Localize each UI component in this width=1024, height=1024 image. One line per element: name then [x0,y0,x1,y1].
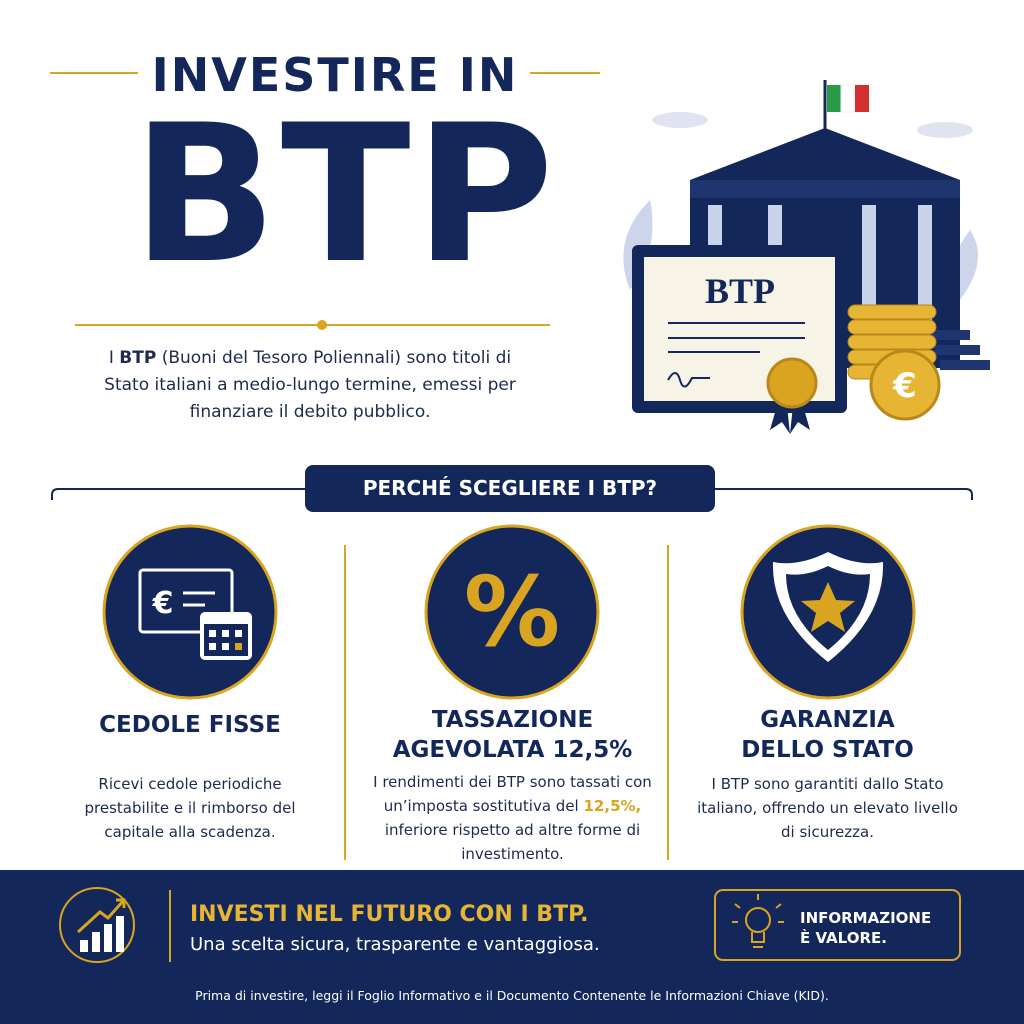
footer-subtitle: Una scelta sicura, trasparente e vantagg… [190,934,600,955]
title-rules [50,72,600,326]
feature-text: I rendimenti dei BTP sono tassati con un… [370,770,655,866]
feature-title: GARANZIA DELLO STATO [741,707,914,763]
intro-strong: BTP [119,348,157,368]
column-separators [344,545,669,860]
seal [766,357,818,409]
dot [317,320,327,330]
bulb-icon [732,894,784,948]
card [138,568,234,634]
coin [869,349,941,421]
calendar-day [235,643,242,650]
title: BTP [132,84,558,305]
coin-symbol: € [892,366,917,406]
text-highlight: 12,5%, [583,797,642,815]
star [801,582,855,632]
flag [855,85,869,112]
calendar-days [209,630,242,650]
certificate-lines [668,322,805,353]
intro-prefix: I [108,348,114,368]
feature-title: TASSAZIONE AGEVOLATA 12,5% [392,707,633,763]
icon-circle [102,524,278,700]
signature [667,372,710,388]
feature-title: CEDOLE FISSE [99,712,281,738]
text-after: inferiore rispetto ad altre forme di inv… [384,821,641,863]
entablature [690,180,960,198]
text-before: I rendimenti dei BTP sono tassati con un… [373,773,652,815]
kicker: INVESTIRE IN [151,48,519,102]
badge-text: INFORMAZIONE È VALORE. [800,909,932,947]
feature-text: I BTP sono garantiti dallo Stato italian… [697,775,958,841]
feature-text: Ricevi cedole periodiche prestabilite e … [84,775,296,841]
icon-circle [424,524,600,700]
footer-graphics [59,887,961,963]
certificate-label: BTP [705,271,775,311]
steps [930,330,990,370]
intro-text: (Buoni del Tesoro Poliennali) sono titol… [104,348,516,422]
flag [827,85,841,112]
badge [714,889,961,961]
growth-arrow [76,898,126,934]
illustration: BTP € [623,80,990,434]
section-title: PERCHÉ SCEGLIERE I BTP? [305,465,715,512]
growth-bars [80,916,124,952]
cloud [652,112,708,128]
flag [840,84,856,113]
footer-title: INVESTI NEL FUTURO CON I BTP. [190,902,589,927]
growth-icon [59,887,135,963]
card-lines [183,591,215,607]
disclaimer: Prima di investire, leggi il Foglio Info… [195,988,829,1003]
pediment [690,128,960,180]
footer: INVESTI NEL FUTURO CON I BTP. Una scelta… [0,870,1024,1024]
intro: I BTP (Buoni del Tesoro Poliennali) sono… [100,345,520,426]
calendar-body [204,624,248,656]
percent-symbol: % [464,556,560,668]
cloud [917,122,973,138]
feature-icons: € % [102,524,916,700]
card-symbol: € [152,586,174,621]
